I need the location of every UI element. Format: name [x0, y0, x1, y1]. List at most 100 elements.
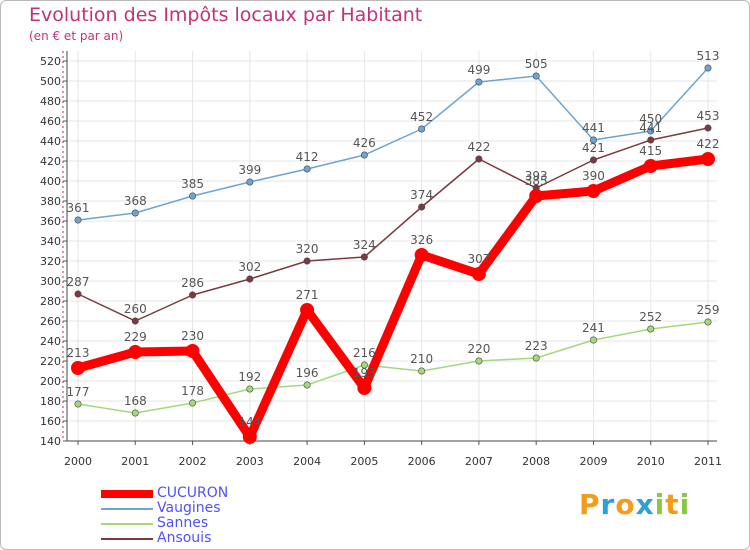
- data-label: 374: [410, 188, 433, 202]
- data-point: [303, 257, 311, 265]
- data-label: 368: [124, 194, 147, 208]
- data-point: [475, 357, 483, 365]
- data-label: 271: [296, 288, 319, 302]
- data-label: 441: [639, 121, 662, 135]
- data-label: 307: [467, 252, 490, 266]
- data-label: 385: [181, 177, 204, 191]
- data-label: 286: [181, 276, 204, 290]
- data-point: [532, 72, 540, 80]
- x-tick-label: 2001: [121, 455, 149, 468]
- x-tick-label: 2007: [465, 455, 493, 468]
- y-tick-label: 520: [40, 55, 61, 68]
- data-point: [74, 290, 82, 298]
- data-point: [71, 361, 85, 375]
- data-point: [647, 325, 655, 333]
- data-point: [586, 184, 601, 198]
- data-label: 441: [582, 121, 605, 135]
- data-point: [131, 209, 139, 217]
- logo-letter: x: [635, 488, 655, 521]
- series-line-vaugines: [77, 67, 709, 221]
- x-tick-label: 2005: [350, 455, 378, 468]
- data-point: [360, 253, 368, 261]
- y-tick-label: 160: [40, 415, 61, 428]
- data-point: [74, 216, 82, 224]
- data-point: [189, 291, 197, 299]
- data-label: 421: [582, 141, 605, 155]
- logo-letter: i: [654, 488, 666, 521]
- series-line-sannes: [77, 321, 709, 414]
- logo-letter: i: [679, 488, 691, 521]
- data-point: [475, 78, 483, 86]
- data-label: 168: [124, 394, 147, 408]
- y-tick-label: 400: [40, 175, 61, 188]
- data-label: 422: [467, 140, 490, 154]
- x-tick-label: 2004: [293, 455, 321, 468]
- data-label: 216: [353, 346, 376, 360]
- y-tick-label: 240: [40, 335, 61, 348]
- data-label: 210: [410, 352, 433, 366]
- data-point: [360, 151, 368, 159]
- data-point: [357, 381, 372, 395]
- data-point: [704, 318, 712, 326]
- data-point: [414, 248, 429, 262]
- data-point: [300, 303, 315, 317]
- data-point: [704, 64, 712, 72]
- data-point: [131, 317, 139, 325]
- x-tick-label: 2000: [64, 455, 92, 468]
- y-tick-label: 280: [40, 295, 61, 308]
- x-tick-label: 2010: [637, 455, 665, 468]
- data-point: [475, 155, 483, 163]
- data-point: [303, 381, 311, 389]
- x-tick-label: 2006: [408, 455, 436, 468]
- y-tick-label: 320: [40, 255, 61, 268]
- data-label: 450: [639, 112, 662, 126]
- data-point: [360, 361, 368, 369]
- legend-swatch-vaugines: [101, 508, 153, 510]
- data-point: [185, 344, 200, 358]
- data-label: 412: [296, 150, 319, 164]
- logo-letter: o: [615, 488, 636, 521]
- data-label: 229: [124, 330, 147, 344]
- x-tick-label: 2003: [236, 455, 264, 468]
- legend-swatch-sannes: [101, 523, 153, 525]
- data-label: 178: [181, 384, 204, 398]
- data-point: [131, 409, 139, 417]
- y-tick-label: 360: [40, 215, 61, 228]
- data-label: 422: [697, 137, 720, 151]
- y-tick-label: 200: [40, 375, 61, 388]
- y-tick-label: 220: [40, 355, 61, 368]
- data-point: [246, 275, 254, 283]
- data-point: [589, 156, 597, 164]
- data-label: 326: [410, 233, 433, 247]
- data-label: 324: [353, 238, 376, 252]
- y-tick-label: 440: [40, 135, 61, 148]
- x-tick-label: 2009: [579, 455, 607, 468]
- data-point: [246, 385, 254, 393]
- y-tick-label: 380: [40, 195, 61, 208]
- data-point: [418, 367, 426, 375]
- data-label: 259: [697, 303, 720, 317]
- data-label: 390: [582, 169, 605, 183]
- data-label: 192: [238, 370, 261, 384]
- data-point: [74, 400, 82, 408]
- data-label: 426: [353, 136, 376, 150]
- y-tick-label: 260: [40, 315, 61, 328]
- legend-label-vaugines: Vaugines: [157, 500, 221, 516]
- legend-swatch-cucuron: [101, 490, 153, 498]
- y-tick-label: 460: [40, 115, 61, 128]
- data-label: 177: [67, 385, 90, 399]
- data-point: [418, 125, 426, 133]
- y-tick-label: 500: [40, 75, 61, 88]
- data-label: 241: [582, 321, 605, 335]
- x-tick-label: 2002: [179, 455, 207, 468]
- legend-label-cucuron: CUCURON: [157, 485, 229, 501]
- data-point: [704, 124, 712, 132]
- data-label: 252: [639, 310, 662, 324]
- y-tick-label: 180: [40, 395, 61, 408]
- proxiti-logo: Proxiti: [579, 488, 690, 521]
- chart-title: Evolution des Impôts locaux par Habitant: [29, 4, 423, 26]
- chart-subtitle: (en € et par an): [29, 29, 124, 43]
